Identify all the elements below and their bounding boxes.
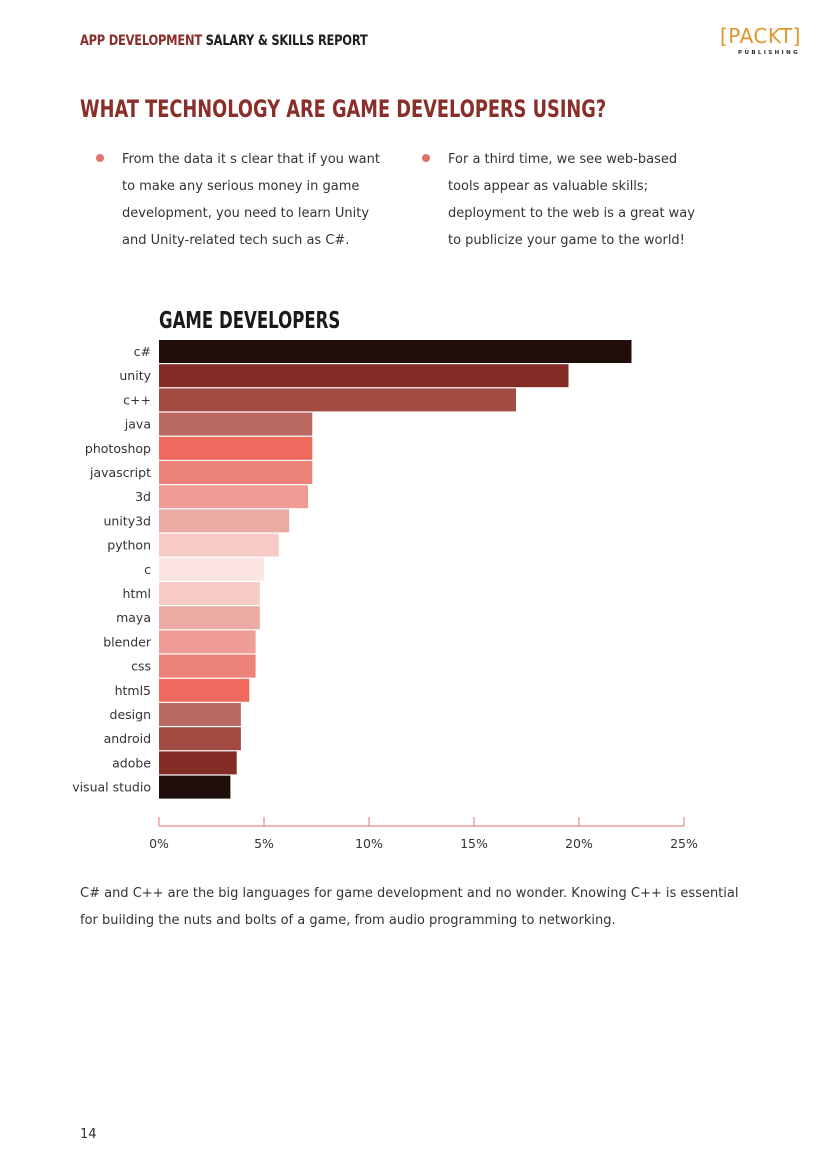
- category-label: c: [144, 562, 151, 577]
- category-label: c++: [123, 392, 151, 407]
- category-label: unity3d: [103, 513, 151, 528]
- packt-logo: [PACKT] PUBLISHING: [720, 24, 800, 60]
- body-paragraph: C# and C++ are the big languages for gam…: [80, 886, 739, 928]
- bullet-dot-icon: [96, 154, 104, 162]
- bar-maya: [159, 606, 260, 630]
- bar-html5: [159, 678, 250, 702]
- header-title-rest: SALARY & SKILLS REPORT: [205, 33, 368, 49]
- category-label: java: [124, 417, 151, 432]
- bullet-text: From the data it s clear that if you wan…: [122, 152, 380, 248]
- category-label: visual studio: [72, 780, 151, 795]
- x-tick-label: 0%: [149, 836, 169, 851]
- bullet-text: For a third time, we see web-based tools…: [448, 152, 695, 248]
- bar-unity3d: [159, 509, 290, 533]
- bar-c: [159, 557, 264, 581]
- bullet-item: For a third time, we see web-based tools…: [422, 146, 708, 254]
- bar-html: [159, 582, 260, 605]
- bullet-dot-icon: [422, 154, 430, 162]
- header-title-accent: APP DEVELOPMENT: [80, 33, 202, 49]
- category-label: html: [123, 586, 151, 601]
- category-label: adobe: [112, 755, 151, 770]
- x-tick-label: 5%: [254, 836, 274, 851]
- bar-blender: [159, 630, 256, 654]
- category-label: python: [107, 538, 151, 553]
- bar-android: [159, 727, 241, 751]
- bar-design: [159, 703, 241, 726]
- bar-unity: [159, 364, 569, 388]
- category-label: maya: [116, 610, 151, 625]
- bar-c-: [159, 340, 632, 363]
- page-number: 14: [80, 1127, 97, 1142]
- logo-wordmark: [PACKT]: [720, 24, 801, 48]
- chart-title: GAME DEVELOPERS: [159, 308, 341, 334]
- category-label: design: [110, 707, 151, 722]
- logo-subtitle: PUBLISHING: [738, 50, 800, 56]
- page-title: WHAT TECHNOLOGY ARE GAME DEVELOPERS USIN…: [80, 95, 607, 123]
- category-label: c#: [134, 344, 151, 359]
- bar-java: [159, 412, 313, 436]
- bar-css: [159, 654, 256, 678]
- bar-adobe: [159, 751, 237, 775]
- category-label: blender: [103, 634, 152, 649]
- bar-javascript: [159, 461, 313, 484]
- bar-c-: [159, 388, 516, 412]
- category-label: html5: [115, 683, 151, 698]
- category-label: android: [104, 731, 151, 746]
- bar-visual-studio: [159, 775, 231, 799]
- category-label: photoshop: [85, 441, 151, 456]
- category-label: unity: [119, 368, 151, 383]
- x-tick-label: 15%: [460, 836, 488, 851]
- report-header-title: APP DEVELOPMENT SALARY & SKILLS REPORT: [80, 33, 368, 49]
- bar-python: [159, 533, 279, 557]
- category-label: 3d: [135, 489, 151, 504]
- bar-3d: [159, 485, 309, 509]
- category-label: css: [131, 659, 151, 674]
- category-label: javascript: [89, 465, 151, 480]
- bar-photoshop: [159, 436, 313, 460]
- x-tick-label: 20%: [565, 836, 593, 851]
- x-tick-label: 25%: [670, 836, 698, 851]
- x-tick-label: 10%: [355, 836, 383, 851]
- bullet-item: From the data it s clear that if you wan…: [96, 146, 382, 254]
